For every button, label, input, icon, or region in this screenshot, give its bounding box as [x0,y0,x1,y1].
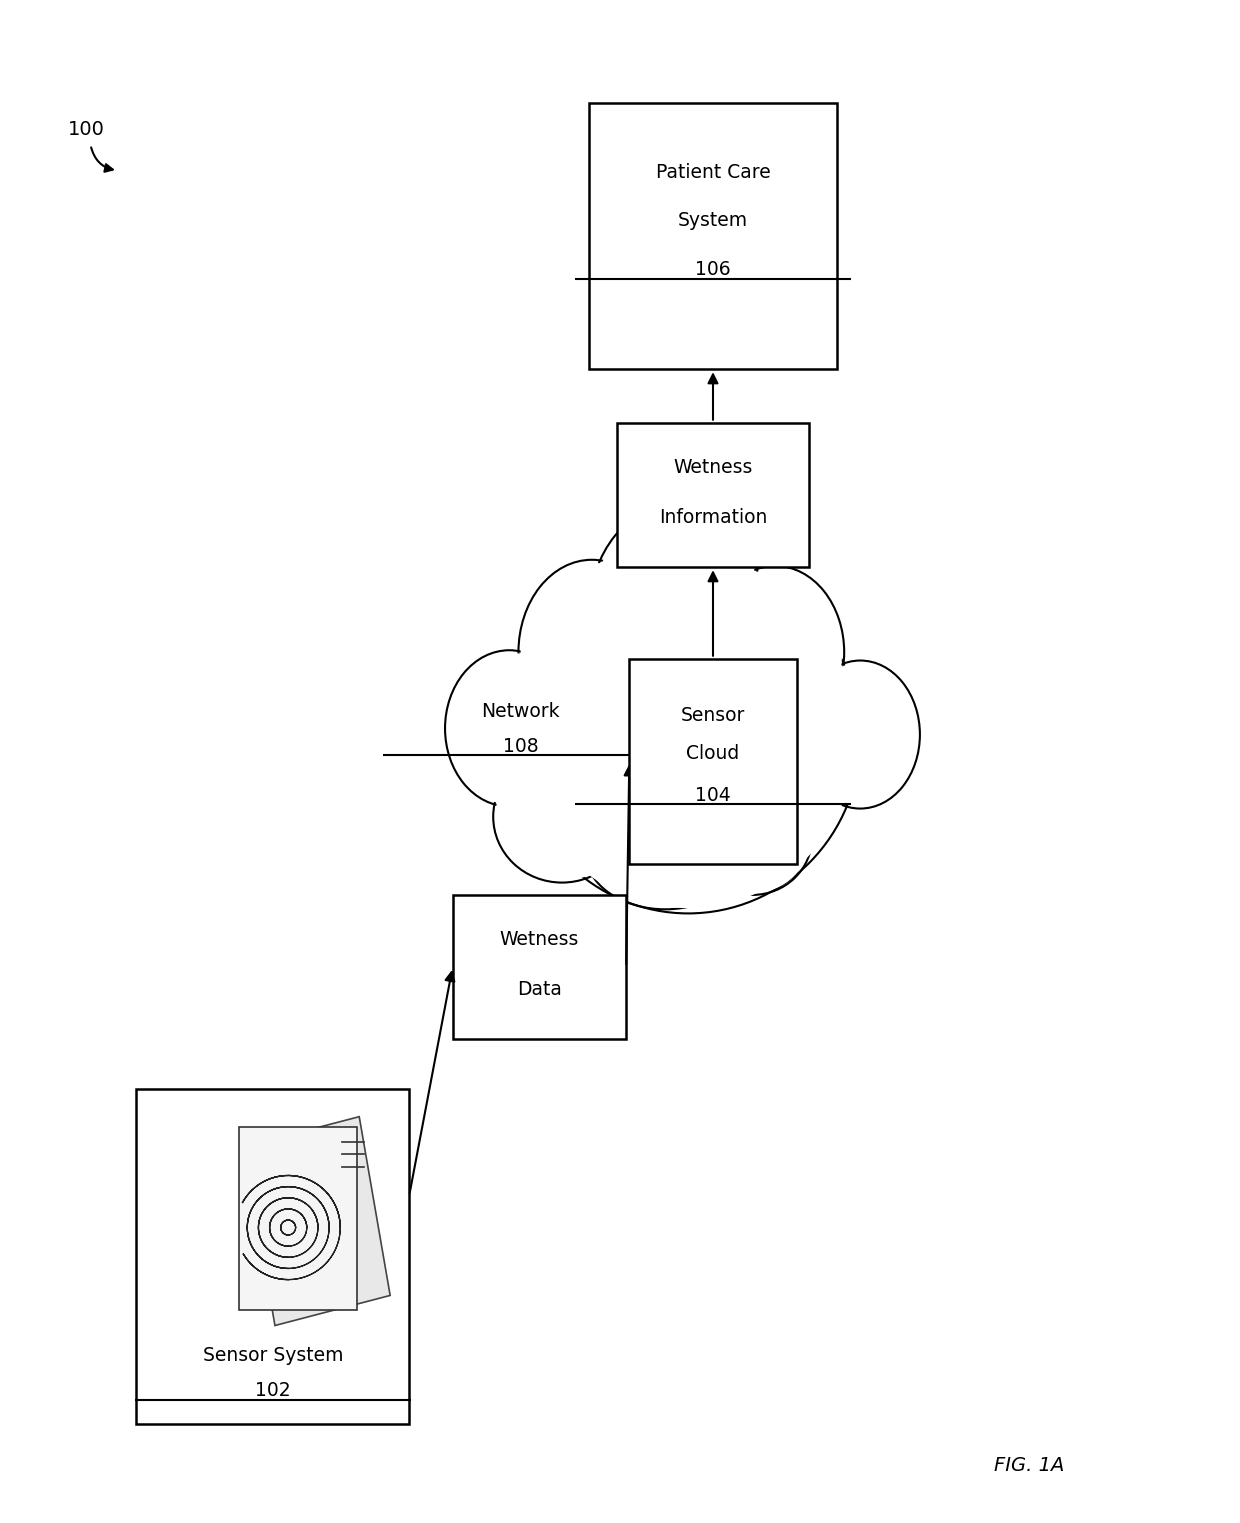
Text: 104: 104 [696,786,730,804]
Text: Wetness: Wetness [673,458,753,477]
Ellipse shape [585,793,745,909]
Ellipse shape [593,507,761,714]
Text: 106: 106 [696,260,730,279]
Text: Wetness: Wetness [500,931,579,949]
Text: 102: 102 [255,1381,290,1400]
Bar [238,1127,357,1310]
Text: 100: 100 [68,120,105,139]
Bar [244,1116,391,1325]
Text: Sensor: Sensor [681,707,745,725]
Text: Cloud: Cloud [687,745,739,763]
Ellipse shape [694,781,810,892]
Ellipse shape [516,564,861,914]
Ellipse shape [693,780,812,896]
Text: FIG. 1A: FIG. 1A [994,1456,1064,1474]
Text: 108: 108 [503,737,538,755]
Bar [629,658,796,865]
Text: Network: Network [481,702,560,720]
Ellipse shape [707,567,844,739]
Text: Data: Data [517,981,562,999]
Ellipse shape [495,752,629,880]
Ellipse shape [445,650,574,807]
Text: Patient Care: Patient Care [656,163,770,181]
Text: System: System [678,212,748,230]
Ellipse shape [802,663,918,806]
Ellipse shape [446,652,572,804]
Bar [589,104,837,370]
Ellipse shape [589,504,764,719]
Bar [453,896,626,1039]
Ellipse shape [494,751,631,883]
Text: Sensor System: Sensor System [202,1346,343,1365]
Ellipse shape [708,568,842,736]
Ellipse shape [521,570,856,908]
Ellipse shape [518,560,666,745]
Ellipse shape [588,797,743,908]
Bar [136,1089,409,1424]
Text: Information: Information [658,509,768,527]
Ellipse shape [801,661,920,809]
Ellipse shape [521,562,663,742]
Bar [618,422,808,567]
